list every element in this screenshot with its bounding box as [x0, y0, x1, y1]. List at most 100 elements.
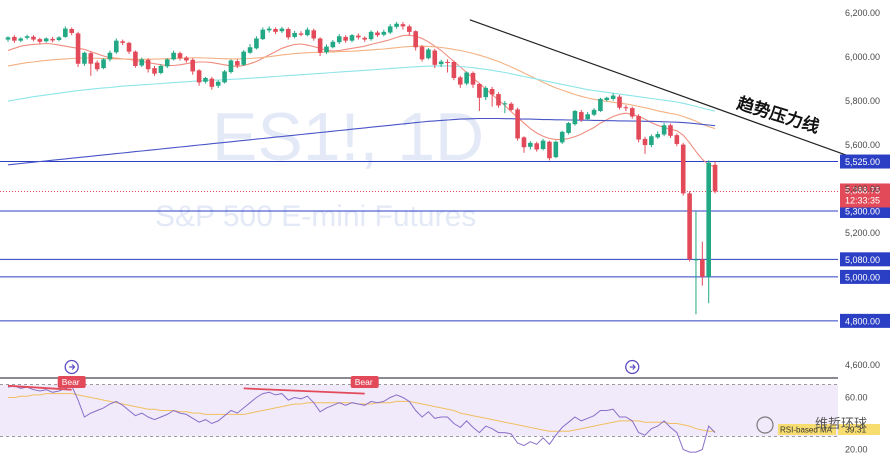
candle	[317, 37, 323, 57]
arrow-right-icon	[629, 364, 636, 370]
candle-body	[317, 38, 323, 53]
horizontal-levels	[0, 161, 838, 322]
resistance-trendline[interactable]	[469, 19, 850, 157]
candle	[489, 86, 495, 107]
bear-divergence-line	[243, 387, 365, 395]
candle-body	[171, 52, 176, 60]
candle-body	[419, 46, 425, 60]
candle-body	[668, 125, 673, 136]
candle-body	[177, 53, 183, 59]
candle-body	[515, 109, 520, 139]
candle-body	[196, 70, 202, 83]
candle-body	[687, 193, 692, 260]
countdown-label: 12:33:35	[845, 195, 880, 205]
candle-body	[508, 103, 514, 110]
price-tick-label: 6,000.00	[845, 52, 880, 62]
candle-body	[680, 144, 686, 194]
symbol-watermark: ES1!, 1D	[212, 99, 484, 175]
candle	[133, 50, 138, 68]
candle-body	[298, 33, 304, 35]
candle-body	[540, 140, 546, 150]
candle	[553, 140, 559, 159]
candle-body	[158, 65, 164, 73]
candle	[661, 123, 667, 137]
candle-body	[604, 97, 610, 100]
candle-body	[94, 62, 100, 70]
rsi-pane: 60.00 20.00 Bear Bear RSI-based MA 39.31	[0, 376, 880, 455]
candle-body	[553, 141, 559, 158]
candle	[407, 24, 412, 36]
rsi-band	[0, 384, 838, 437]
candle-body	[655, 134, 661, 138]
candle-body	[101, 59, 106, 69]
candle	[285, 27, 291, 40]
candle-body	[400, 24, 406, 27]
candle-body	[426, 49, 431, 59]
candle	[107, 50, 113, 62]
candle	[464, 71, 469, 86]
candle	[190, 58, 196, 75]
bear-divergence-line	[7, 384, 72, 391]
candle	[311, 28, 317, 41]
candle-body	[489, 89, 495, 95]
candle	[623, 105, 629, 111]
candle-body	[285, 29, 291, 38]
level-label: 5,300.00	[845, 206, 880, 216]
candle	[712, 161, 718, 194]
candle	[426, 47, 431, 60]
candle	[209, 76, 215, 90]
candle	[12, 35, 17, 43]
rsi-ma-line	[8, 393, 716, 432]
candle	[413, 30, 418, 51]
candle-body	[712, 164, 718, 192]
candle-body	[674, 135, 680, 144]
candle	[56, 36, 62, 42]
candle	[88, 51, 94, 76]
candle	[375, 30, 380, 37]
candle-body	[31, 36, 36, 40]
candle-body	[330, 41, 336, 48]
arrow-right-icon	[69, 364, 76, 370]
candle-body	[438, 61, 444, 65]
candle	[273, 27, 278, 35]
moving-average-line	[7, 45, 716, 130]
candle-body	[190, 59, 196, 72]
candle	[324, 44, 329, 54]
candle-body	[82, 52, 87, 64]
candle	[368, 30, 374, 41]
candle-body	[215, 81, 221, 86]
candle	[279, 26, 285, 33]
candle-body	[700, 259, 705, 277]
level-tag	[840, 313, 890, 328]
candle	[432, 48, 438, 69]
candle	[579, 109, 584, 122]
candle	[451, 60, 457, 81]
candle-body	[470, 72, 476, 85]
candle-body	[528, 142, 533, 147]
candle	[203, 76, 208, 84]
candle	[706, 160, 711, 304]
rsi-ma-value: 39.31	[845, 425, 867, 435]
candle-body	[336, 36, 342, 43]
candle-body	[266, 28, 272, 31]
candle	[400, 21, 406, 30]
rsi-tick-label: 20.00	[845, 445, 868, 455]
candle-body	[292, 32, 297, 37]
candle	[700, 241, 705, 286]
moving-average-line	[7, 65, 716, 112]
candle	[477, 83, 482, 111]
event-marker[interactable]	[625, 359, 640, 375]
candle-body	[349, 35, 355, 41]
candle	[610, 93, 616, 101]
candle-body	[451, 61, 457, 79]
candle	[171, 50, 176, 61]
candle-body	[356, 35, 361, 38]
candle-body	[483, 87, 489, 98]
candle-body	[75, 33, 81, 64]
price-tick-label: 5,600.00	[845, 140, 880, 150]
candle	[50, 36, 55, 43]
bear-label-bg	[57, 376, 86, 388]
brand-watermark: 维哲环球	[815, 417, 867, 432]
event-marker[interactable]	[64, 359, 79, 375]
candle	[330, 39, 336, 49]
